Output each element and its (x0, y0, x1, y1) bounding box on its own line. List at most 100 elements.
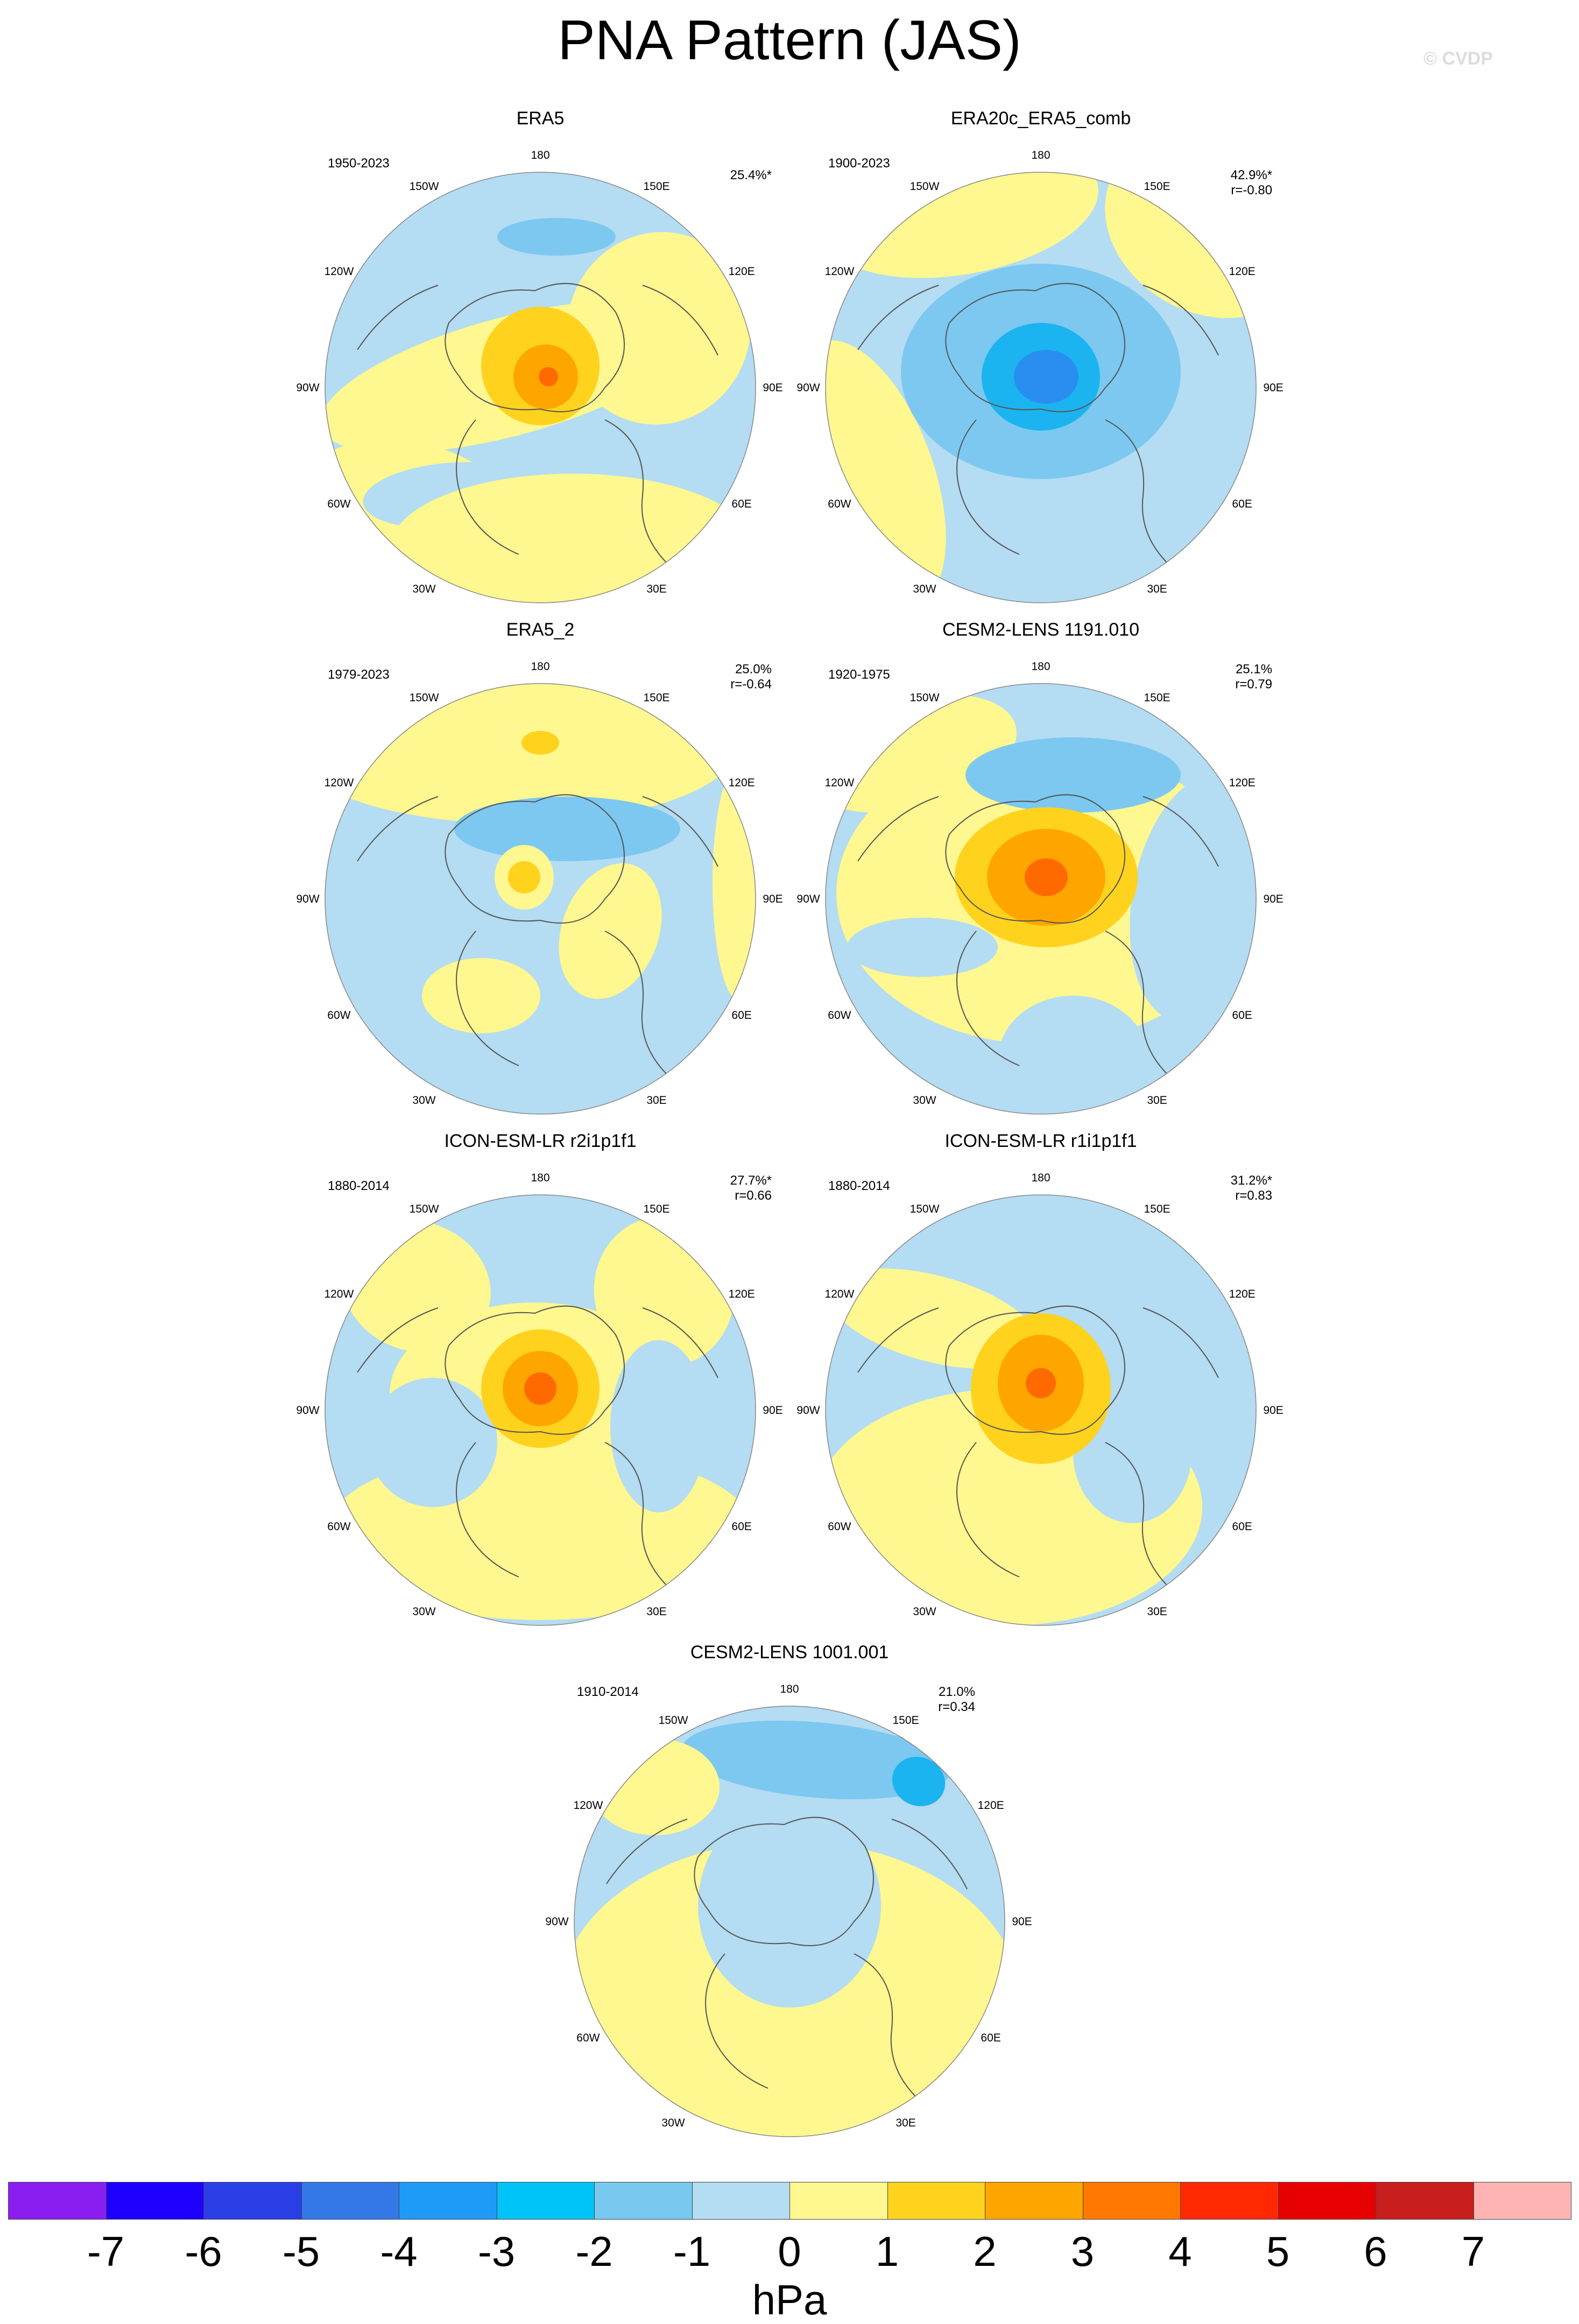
label-120w: 120W (324, 777, 354, 789)
contour-region (965, 737, 1181, 813)
colorbar-swatch (1180, 2182, 1279, 2220)
label-90e: 90E (763, 1404, 783, 1417)
panel-percent: 25.1% (1235, 662, 1272, 677)
coastlines (857, 1305, 1219, 1594)
polar-map-era20c: 180150E120E90E60E30E030W60W90W120W150W (796, 149, 1284, 603)
label-180: 180 (1031, 149, 1050, 161)
contour-region (422, 958, 540, 1033)
polar-map-icon-r2: 180150E120E90E60E30E030W60W90W120W150W (296, 1172, 783, 1626)
label-90w: 90W (796, 382, 820, 394)
panel-period: 1880-2014 (828, 1179, 890, 1193)
panel-percent: 31.2%* (1230, 1173, 1272, 1188)
label-180: 180 (531, 149, 549, 161)
map-panel-icon-r1: ICON-ESM-LR r1i1p1f1 1880-2014 31.2%* r=… (788, 1130, 1294, 1631)
polar-map-era5-2: 180150E120E90E60E30E030W60W90W120W150W (296, 660, 783, 1115)
map-panel-cesm1191: CESM2-LENS 1191.010 1920-1975 25.1% r=0.… (788, 619, 1294, 1119)
map-border (325, 1194, 756, 1626)
contour-region (998, 996, 1148, 1114)
label-30w: 30W (913, 583, 936, 595)
label-150w: 150W (410, 692, 439, 704)
contour-region (1014, 350, 1078, 404)
label-30e: 30E (1147, 583, 1167, 595)
panel-percent: 42.9%* (1230, 168, 1272, 182)
label-60e: 60E (1232, 498, 1252, 510)
coastlines (857, 283, 1219, 571)
label-90w: 90W (296, 1404, 319, 1417)
contour-region (847, 918, 998, 977)
label-30e: 30E (1147, 1094, 1167, 1107)
label-90e: 90E (1263, 1404, 1283, 1417)
colorbar-tick-label: 5 (1266, 2228, 1290, 2275)
panel-correlation: r=0.83 (1235, 1188, 1272, 1203)
colorbar-tick-label: 4 (1168, 2228, 1192, 2275)
panel-correlation: r=0.34 (938, 1700, 975, 1714)
colorbar-tick-label: -5 (282, 2228, 320, 2275)
colorbar-tick-label: -1 (673, 2228, 711, 2275)
label-60e: 60E (731, 1520, 751, 1533)
panel-percent: 21.0% (938, 1685, 975, 1699)
label-120e: 120E (729, 777, 755, 789)
label-60w: 60W (828, 1520, 851, 1533)
label-180: 180 (1031, 1172, 1050, 1184)
label-120w: 120W (824, 1288, 854, 1300)
panel-title: CESM2-LENS 1001.001 (690, 1642, 889, 1663)
panel-correlation: r=-0.80 (1231, 183, 1272, 198)
label-30e: 30E (646, 583, 666, 595)
label-90w: 90W (796, 893, 820, 905)
contour-region (1026, 1368, 1056, 1398)
label-150e: 150E (1144, 180, 1170, 193)
colorbar-swatch (790, 2182, 888, 2220)
label-60w: 60W (576, 2032, 600, 2044)
label-60e: 60E (1232, 1009, 1252, 1022)
coastlines (357, 794, 718, 1082)
contour-region (508, 861, 540, 893)
label-120w: 120W (824, 265, 854, 278)
label-120w: 120W (324, 265, 354, 278)
label-90w: 90W (296, 893, 319, 905)
label-150e: 150E (643, 1203, 669, 1215)
contour-region (325, 684, 739, 823)
label-150w: 150W (659, 1714, 688, 1727)
label-90e: 90E (763, 382, 783, 394)
label-90e: 90E (763, 893, 783, 905)
colorbar-tick-label: 3 (1070, 2228, 1095, 2275)
label-90e: 90E (1263, 893, 1283, 905)
polar-map-cesm1191: 180150E120E90E60E30E030W60W90W120W150W (796, 660, 1284, 1115)
coastlines (357, 1305, 718, 1594)
colorbar-swatch (1376, 2182, 1474, 2220)
coastlines (857, 794, 1219, 1082)
colorbar-tick-label: 0 (778, 2228, 801, 2275)
label-120e: 120E (729, 1288, 755, 1300)
label-180: 180 (780, 1683, 799, 1695)
label-150e: 150E (643, 180, 669, 193)
label-180: 180 (531, 1172, 549, 1184)
polar-map-era5: 180150E120E90E60E30E030W60W90W120W150W (296, 149, 783, 603)
panel-title: CESM2-LENS 1191.010 (942, 619, 1139, 640)
contour-region (559, 863, 662, 999)
colorbar-tick-label: 7 (1461, 2228, 1485, 2275)
map-border (325, 683, 756, 1115)
label-150e: 150E (643, 692, 669, 704)
label-90w: 90W (545, 1915, 568, 1928)
contour-region (682, 1720, 951, 1800)
label-150w: 150W (410, 180, 439, 193)
label-120e: 120E (1229, 777, 1256, 789)
contour-region (524, 1372, 556, 1405)
panel-percent: 27.7%* (730, 1173, 772, 1188)
contour-region (521, 731, 559, 755)
contour-region (892, 1757, 946, 1806)
label-180: 180 (1031, 660, 1050, 673)
colorbar-tick-label: -6 (185, 2228, 222, 2275)
label-30w: 30W (913, 1605, 936, 1618)
label-30w: 30W (412, 583, 435, 595)
colorbar-swatch (985, 2182, 1083, 2220)
colorbar-swatch (1082, 2182, 1181, 2220)
label-30e: 30E (896, 2117, 915, 2129)
colorbar-swatch (692, 2182, 790, 2220)
contour-region (698, 1803, 881, 2008)
contour-region (1025, 858, 1068, 896)
colorbar-swatch (399, 2182, 497, 2220)
label-150e: 150E (1144, 1203, 1170, 1215)
label-90e: 90E (1263, 382, 1283, 394)
label-150w: 150W (910, 692, 940, 704)
